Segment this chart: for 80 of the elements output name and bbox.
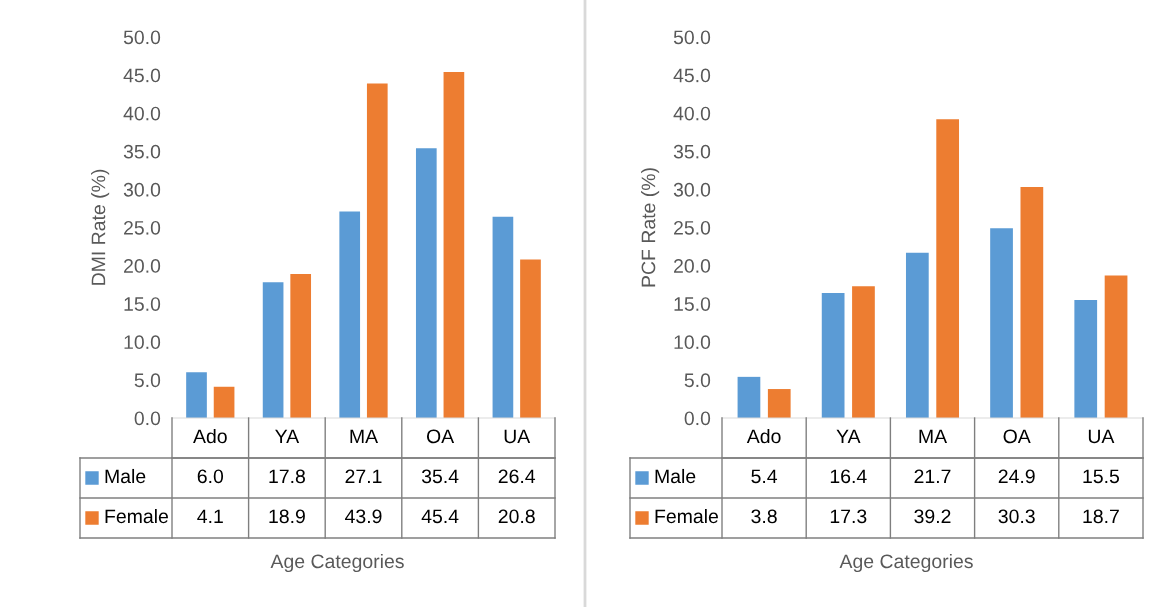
- x-tick-label: OA: [426, 429, 455, 444]
- bar: [737, 376, 761, 418]
- x-tick-label: YA: [275, 429, 300, 444]
- legend-label: Female: [655, 508, 718, 524]
- y-tick-label: 20.0: [674, 259, 711, 273]
- y-tick-label: 5.0: [684, 373, 711, 388]
- bar: [492, 216, 514, 418]
- y-tick-label: 0.0: [134, 411, 161, 426]
- x-tick-label: MA: [350, 429, 379, 444]
- y-tick-label: 45.0: [123, 68, 161, 83]
- data-label: 43.9: [345, 509, 382, 524]
- data-label: 24.9: [998, 469, 1035, 484]
- y-tick-label: 15.0: [674, 297, 711, 311]
- y-tick-label: 10.0: [124, 335, 161, 350]
- y-tick-label: 5.0: [134, 373, 161, 388]
- data-label: 3.8: [751, 509, 777, 524]
- data-label: 17.3: [830, 509, 867, 524]
- y-tick-label: 50.0: [123, 30, 161, 45]
- y-tick-label: 25.0: [674, 220, 711, 235]
- data-label: 5.4: [751, 469, 778, 484]
- y-tick-label: 10.0: [674, 335, 711, 350]
- y-tick-label: 40.0: [673, 106, 711, 121]
- y-axis-title: PCF Rate (%): [641, 168, 660, 287]
- bar: [1074, 299, 1098, 418]
- data-label: 45.4: [421, 509, 459, 524]
- data-label: 20.8: [498, 509, 535, 524]
- y-tick-label: 35.0: [673, 144, 711, 159]
- y-tick-label: 25.0: [124, 220, 161, 235]
- data-label: 21.7: [914, 469, 951, 484]
- bar: [415, 148, 437, 418]
- bar: [1104, 275, 1128, 418]
- bar: [186, 372, 207, 418]
- data-label: 26.4: [498, 469, 536, 484]
- legend-label: Male: [105, 468, 146, 484]
- y-tick-label: 20.0: [124, 259, 161, 273]
- data-label: 18.7: [1083, 509, 1119, 524]
- y-tick-label: 0.0: [684, 411, 711, 426]
- data-label: 15.5: [1083, 469, 1120, 484]
- x-axis-title: Age Categories: [839, 553, 973, 573]
- y-tick-label: 30.0: [123, 182, 161, 197]
- x-tick-label: UA: [1088, 429, 1115, 444]
- bar: [936, 119, 960, 418]
- data-label: 6.0: [197, 469, 224, 484]
- data-label: 30.3: [998, 509, 1035, 524]
- bar: [852, 286, 875, 418]
- bar: [213, 386, 235, 418]
- data-label: 18.9: [269, 509, 305, 524]
- data-label: 17.8: [269, 469, 305, 484]
- legend-label: Male: [655, 468, 696, 484]
- bar: [290, 273, 312, 418]
- y-tick-label: 45.0: [673, 68, 711, 83]
- bar: [262, 282, 284, 418]
- x-tick-label: UA: [504, 429, 531, 444]
- legend-label: Female: [105, 508, 168, 524]
- x-tick-label: Ado: [746, 428, 781, 444]
- x-tick-label: MA: [919, 429, 948, 444]
- x-axis-title: Age Categories: [270, 553, 404, 573]
- bar: [520, 259, 541, 418]
- bar: [821, 293, 845, 418]
- y-tick-label: 15.0: [124, 297, 161, 311]
- data-label: 35.4: [421, 469, 459, 484]
- data-label: 4.1: [197, 509, 223, 524]
- bar: [767, 389, 791, 418]
- bar: [990, 228, 1013, 418]
- bar: [905, 252, 929, 418]
- bar: [1020, 187, 1044, 418]
- x-tick-label: Ado: [193, 428, 227, 444]
- data-label: 16.4: [830, 469, 867, 484]
- x-tick-label: YA: [836, 429, 861, 444]
- bar: [443, 72, 465, 418]
- data-label: 39.2: [914, 509, 951, 524]
- data-label: 27.1: [345, 469, 382, 484]
- bar: [339, 211, 361, 418]
- y-tick-label: 30.0: [673, 182, 711, 197]
- y-tick-label: 40.0: [123, 106, 161, 121]
- y-tick-label: 35.0: [123, 144, 161, 159]
- bar: [366, 83, 388, 418]
- x-tick-label: OA: [1003, 429, 1031, 444]
- y-tick-label: 50.0: [673, 30, 711, 45]
- y-axis-title: DMI Rate (%): [91, 169, 110, 285]
